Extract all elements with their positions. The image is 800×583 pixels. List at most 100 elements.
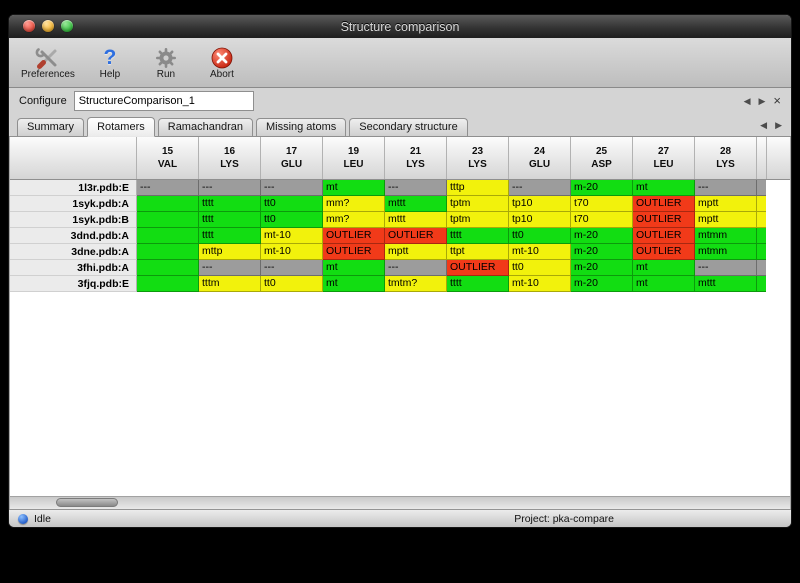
rotamer-cell-truncated[interactable] xyxy=(757,276,766,292)
rotamer-cell[interactable]: mt-10 xyxy=(509,244,571,260)
rotamer-cell[interactable]: mt xyxy=(323,260,385,276)
rotamer-cell[interactable]: tt0 xyxy=(261,196,323,212)
rotamer-cell[interactable]: OUTLIER xyxy=(447,260,509,276)
rotamer-cell[interactable] xyxy=(137,196,199,212)
rotamer-cell[interactable] xyxy=(137,260,199,276)
rotamer-cell[interactable]: tttm xyxy=(199,276,261,292)
rotamer-cell[interactable]: tptm xyxy=(447,212,509,228)
rotamer-cell[interactable] xyxy=(137,212,199,228)
preferences-button[interactable]: Preferences xyxy=(21,45,75,80)
rotamer-cell[interactable]: ttpt xyxy=(447,244,509,260)
rotamer-cell[interactable]: t70 xyxy=(571,196,633,212)
abort-button[interactable]: Abort xyxy=(201,45,243,80)
rotamer-cell[interactable]: m-20 xyxy=(571,180,633,196)
rotamer-cell[interactable] xyxy=(137,244,199,260)
rotamer-cell[interactable]: --- xyxy=(261,260,323,276)
rotamer-cell-truncated[interactable] xyxy=(757,196,766,212)
rotamer-cell-truncated[interactable] xyxy=(757,244,766,260)
rotamer-cell[interactable]: mt xyxy=(633,180,695,196)
rotamer-cell[interactable]: tttt xyxy=(199,196,261,212)
rotamer-cell[interactable]: mt-10 xyxy=(261,228,323,244)
rotamer-cell[interactable]: mt xyxy=(323,276,385,292)
rotamer-cell[interactable]: --- xyxy=(509,180,571,196)
column-header-25[interactable]: 25 ASP xyxy=(571,137,633,179)
rotamer-cell[interactable]: --- xyxy=(261,180,323,196)
tab-rotamers[interactable]: Rotamers xyxy=(87,117,155,137)
rotamer-cell[interactable]: mttp xyxy=(199,244,261,260)
rotamer-cell[interactable]: tttt xyxy=(447,276,509,292)
rotamer-cell-truncated[interactable] xyxy=(757,228,766,244)
rotamer-cell[interactable]: --- xyxy=(695,260,757,276)
tab-ramachandran[interactable]: Ramachandran xyxy=(157,118,253,136)
row-header[interactable]: 1syk.pdb:A xyxy=(10,196,137,212)
rotamer-cell[interactable]: mt xyxy=(323,180,385,196)
rotamer-cell[interactable]: OUTLIER xyxy=(633,212,695,228)
rotamer-cell-truncated[interactable] xyxy=(757,180,766,196)
column-header-17[interactable]: 17 GLU xyxy=(261,137,323,179)
row-header[interactable]: 1syk.pdb:B xyxy=(10,212,137,228)
rotamer-cell[interactable]: t70 xyxy=(571,212,633,228)
column-header-24[interactable]: 24 GLU xyxy=(509,137,571,179)
run-button[interactable]: Run xyxy=(145,45,187,80)
tab-secondary-structure[interactable]: Secondary structure xyxy=(349,118,468,136)
rotamer-cell[interactable]: mtmm xyxy=(695,228,757,244)
rotamer-cell[interactable] xyxy=(137,276,199,292)
rotamer-cell[interactable]: mptt xyxy=(695,196,757,212)
rotamer-cell[interactable]: --- xyxy=(199,180,261,196)
rotamer-cell-truncated[interactable] xyxy=(757,260,766,276)
rotamer-cell[interactable]: mtmm xyxy=(695,244,757,260)
column-header-19[interactable]: 19 LEU xyxy=(323,137,385,179)
column-header-21[interactable]: 21 LYS xyxy=(385,137,447,179)
nav-back-icon[interactable]: ◀ xyxy=(743,95,751,106)
title-bar[interactable]: Structure comparison xyxy=(9,15,791,38)
rotamer-cell[interactable]: tttt xyxy=(199,228,261,244)
row-header[interactable]: 3dne.pdb:A xyxy=(10,244,137,260)
rotamer-cell[interactable] xyxy=(137,228,199,244)
scrollbar-thumb[interactable] xyxy=(56,498,118,507)
rotamer-cell[interactable]: mptt xyxy=(695,212,757,228)
rotamer-cell[interactable]: OUTLIER xyxy=(633,244,695,260)
rotamer-cell[interactable]: m-20 xyxy=(571,276,633,292)
rotamer-cell[interactable]: tmtm? xyxy=(385,276,447,292)
rotamer-cell[interactable]: --- xyxy=(695,180,757,196)
rotamer-cell[interactable]: tt0 xyxy=(509,228,571,244)
close-button[interactable] xyxy=(23,20,35,32)
close-configuration-icon[interactable]: × xyxy=(773,93,781,108)
rotamer-cell[interactable]: mt xyxy=(633,276,695,292)
rotamer-cell[interactable]: tttt xyxy=(447,228,509,244)
rotamer-cell[interactable]: mt xyxy=(633,260,695,276)
rotamer-cell[interactable]: m-20 xyxy=(571,260,633,276)
rotamer-cell[interactable]: --- xyxy=(385,180,447,196)
column-header-15[interactable]: 15 VAL xyxy=(137,137,199,179)
rotamer-cell[interactable]: m-20 xyxy=(571,244,633,260)
rotamer-cell[interactable]: mt-10 xyxy=(509,276,571,292)
nav-forward-icon[interactable]: ▶ xyxy=(758,95,766,106)
rotamer-cell[interactable]: tt0 xyxy=(509,260,571,276)
rotamer-cell[interactable]: tt0 xyxy=(261,276,323,292)
horizontal-scrollbar[interactable] xyxy=(10,496,790,509)
rotamer-cell[interactable]: m-20 xyxy=(571,228,633,244)
rotamer-cell[interactable]: OUTLIER xyxy=(323,244,385,260)
rotamer-cell[interactable]: tp10 xyxy=(509,212,571,228)
rotamer-cell[interactable]: mttt xyxy=(385,196,447,212)
rotamer-cell[interactable]: mptt xyxy=(385,244,447,260)
column-header-27[interactable]: 27 LEU xyxy=(633,137,695,179)
rotamer-cell[interactable]: --- xyxy=(137,180,199,196)
rotamer-cell[interactable]: mttt xyxy=(695,276,757,292)
row-header[interactable]: 1l3r.pdb:E xyxy=(10,180,137,196)
rotamer-cell[interactable]: tptm xyxy=(447,196,509,212)
rotamer-cell[interactable]: mm? xyxy=(323,212,385,228)
rotamer-cell[interactable]: mt-10 xyxy=(261,244,323,260)
rotamer-cell[interactable]: tp10 xyxy=(509,196,571,212)
rotamer-cell[interactable]: --- xyxy=(199,260,261,276)
help-button[interactable]: ? Help xyxy=(89,45,131,81)
rotamer-cell-truncated[interactable] xyxy=(757,212,766,228)
rotamer-cell[interactable]: mm? xyxy=(323,196,385,212)
row-header[interactable]: 3dnd.pdb:A xyxy=(10,228,137,244)
rotamer-cell[interactable]: OUTLIER xyxy=(633,228,695,244)
rotamer-cell[interactable]: OUTLIER xyxy=(633,196,695,212)
tab-missing-atoms[interactable]: Missing atoms xyxy=(255,118,347,136)
zoom-button[interactable] xyxy=(61,20,73,32)
rotamer-cell[interactable]: tt0 xyxy=(261,212,323,228)
rotamer-cell[interactable]: tttt xyxy=(199,212,261,228)
